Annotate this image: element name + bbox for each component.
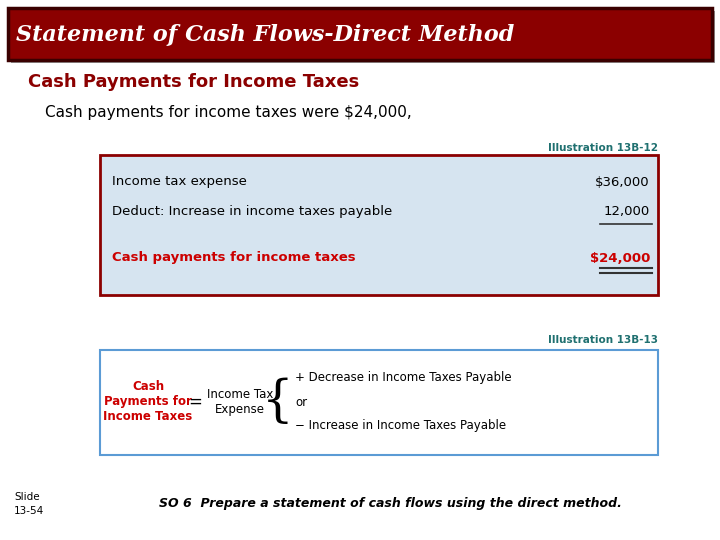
FancyBboxPatch shape [11, 11, 715, 63]
Text: Illustration 13B-13: Illustration 13B-13 [548, 335, 658, 345]
Text: SO 6  Prepare a statement of cash flows using the direct method.: SO 6 Prepare a statement of cash flows u… [158, 497, 621, 510]
Text: Cash Payments for Income Taxes: Cash Payments for Income Taxes [28, 73, 359, 91]
Text: {: { [262, 377, 294, 427]
Text: Illustration 13B-12: Illustration 13B-12 [548, 143, 658, 153]
Text: Cash
Payments for
Income Taxes: Cash Payments for Income Taxes [104, 381, 193, 423]
Text: − Increase in Income Taxes Payable: − Increase in Income Taxes Payable [295, 420, 506, 433]
Text: Deduct: Increase in income taxes payable: Deduct: Increase in income taxes payable [112, 206, 392, 219]
Text: $24,000: $24,000 [590, 252, 650, 265]
Text: Statement of Cash Flows-Direct Method: Statement of Cash Flows-Direct Method [16, 24, 514, 46]
Text: 12,000: 12,000 [604, 206, 650, 219]
Text: Cash payments for income taxes were $24,000,: Cash payments for income taxes were $24,… [45, 105, 412, 119]
FancyBboxPatch shape [100, 155, 658, 295]
Text: Cash payments for income taxes: Cash payments for income taxes [112, 252, 356, 265]
FancyBboxPatch shape [100, 350, 658, 455]
Text: or: or [295, 395, 307, 408]
Text: Income tax expense: Income tax expense [112, 176, 247, 188]
Text: =: = [188, 393, 202, 411]
Text: Slide
13-54: Slide 13-54 [14, 492, 44, 516]
Text: + Decrease in Income Taxes Payable: + Decrease in Income Taxes Payable [295, 372, 512, 384]
Text: $36,000: $36,000 [595, 176, 650, 188]
FancyBboxPatch shape [8, 8, 712, 60]
Text: Income Tax
Expense: Income Tax Expense [207, 388, 273, 416]
